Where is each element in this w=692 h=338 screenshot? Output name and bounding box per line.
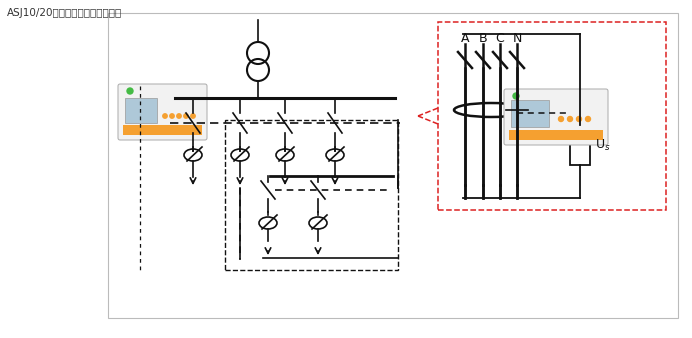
Circle shape (513, 93, 519, 99)
Circle shape (191, 114, 195, 118)
Bar (225, 120, 398, 270)
Circle shape (176, 114, 181, 118)
Bar (438, 22, 666, 210)
Circle shape (576, 117, 581, 121)
Bar (511, 100, 549, 127)
Circle shape (127, 88, 133, 94)
FancyBboxPatch shape (504, 89, 608, 145)
Circle shape (184, 114, 188, 118)
FancyBboxPatch shape (118, 84, 207, 140)
Bar (509, 130, 603, 140)
Circle shape (170, 114, 174, 118)
Bar (108, 13, 678, 318)
Text: U$_s$: U$_s$ (595, 138, 610, 152)
Circle shape (567, 117, 572, 121)
Bar (123, 125, 202, 135)
Circle shape (585, 117, 590, 121)
Text: N: N (512, 32, 522, 45)
Text: ASJ10/20剩余电流继电器典型应用: ASJ10/20剩余电流继电器典型应用 (7, 8, 122, 18)
Text: C: C (495, 32, 504, 45)
Circle shape (558, 117, 563, 121)
Circle shape (163, 114, 167, 118)
Bar (125, 98, 157, 123)
Bar (570, 125, 590, 165)
Text: B: B (479, 32, 487, 45)
Text: A: A (461, 32, 469, 45)
